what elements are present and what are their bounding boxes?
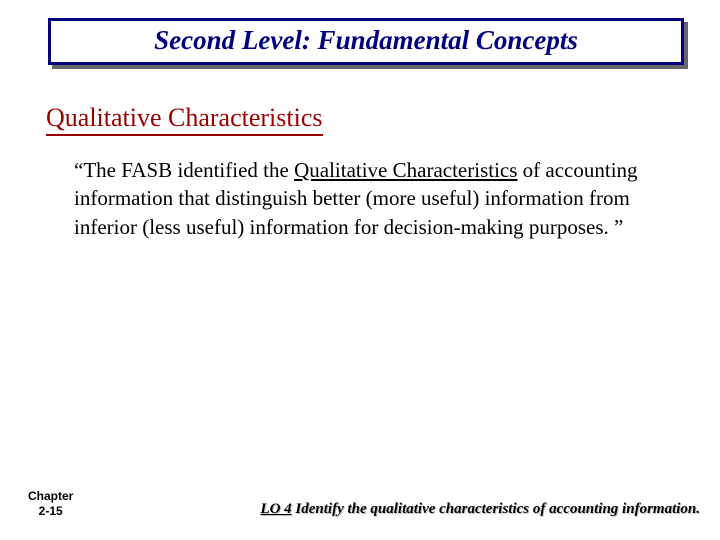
lo-text: Identify the qualitative characteristics… [292,501,700,517]
chapter-label: Chapter 2-15 [28,489,73,518]
chapter-line1: Chapter [28,489,73,503]
lo-label: LO 4 [260,501,291,517]
slide-footer: Chapter 2-15 LO 4 Identify the qualitati… [28,489,700,518]
slide-container: Second Level: Fundamental Concepts Quali… [0,0,720,540]
slide-subtitle: Qualitative Characteristics [46,103,323,136]
body-paragraph: “The FASB identified the Qualitative Cha… [74,156,672,241]
body-pre: “The FASB identified the [74,158,294,182]
slide-title: Second Level: Fundamental Concepts [61,25,671,56]
body-underlined: Qualitative Characteristics [294,158,517,182]
learning-objective: LO 4 Identify the qualitative characteri… [260,501,700,518]
chapter-line2: 2-15 [28,504,73,518]
title-box: Second Level: Fundamental Concepts [48,18,684,65]
